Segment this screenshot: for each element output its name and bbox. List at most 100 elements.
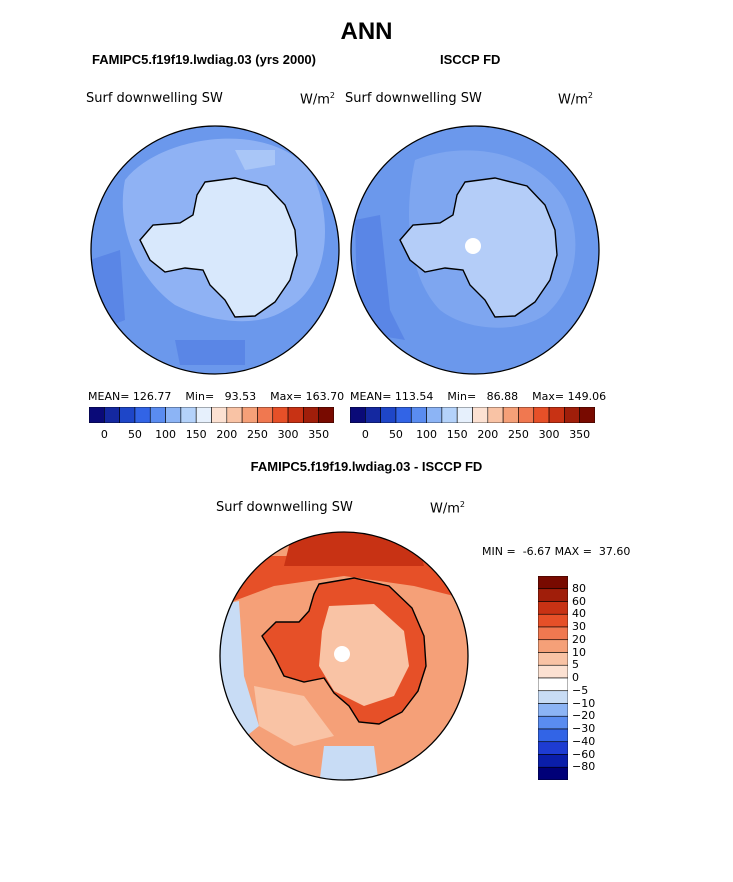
left-colorbar	[89, 407, 334, 423]
diff-map-border	[219, 531, 469, 781]
diff-colorbar-tick-label: −80	[572, 760, 596, 774]
left-map-low-patch-1	[91, 250, 125, 330]
left-colorbar-cell	[89, 407, 105, 423]
left-map-light-patch	[235, 150, 275, 170]
left-colorbar-cell	[211, 407, 228, 423]
right-colorbar-cell	[456, 407, 473, 423]
right-colorbar-cell	[472, 407, 489, 423]
diff-colorbar-tick-label: −30	[572, 722, 596, 735]
diff-map-pole-hole	[334, 646, 350, 662]
diff-colorbar-tick-label: −10	[572, 696, 596, 710]
right-colorbar-cell	[410, 407, 427, 423]
diff-colorbar-tick-label: 5	[572, 658, 579, 672]
diff-colorbar-tick-label: 40	[572, 607, 586, 621]
diff-colorbar-tick-label: −60	[572, 747, 596, 761]
diff-min-max: MIN = -6.67 MAX = 37.60	[482, 545, 631, 558]
left-colorbar-cell	[303, 407, 319, 423]
diff-colorbar-tick-label: 20	[572, 632, 586, 646]
left-colorbar-cell	[180, 407, 197, 423]
right-colorbar-cell	[365, 407, 381, 423]
right-case-label: ISCCP FD	[440, 52, 501, 67]
right-units-label: W/m2	[558, 91, 593, 108]
right-map-border	[350, 125, 600, 375]
left-map-low-patch-2	[175, 340, 245, 365]
left-colorbar-tick-label: 250	[246, 428, 268, 441]
right-colorbar-tick-label: 350	[569, 428, 591, 441]
diff-map-cool-bottom	[319, 746, 379, 780]
diff-colorbar-cell	[538, 766, 568, 780]
left-colorbar-cell	[241, 407, 258, 423]
diff-colorbar-ticks: 80 60 40 30 20 10 5 0 −5 −10 −20 −30 −40 −60 −80	[572, 576, 612, 780]
diff-colorbar-cell	[538, 677, 568, 692]
left-stats: MEAN= 126.77 Min= 93.53 Max= 163.70	[88, 390, 345, 403]
diff-colorbar-tick-label: 0	[572, 671, 579, 684]
left-colorbar-tick-label: 100	[155, 428, 177, 441]
right-colorbar-tick-label: 100	[416, 428, 438, 441]
left-colorbar-cell	[318, 407, 334, 423]
left-colorbar-tick-label: 0	[100, 428, 108, 441]
left-units-label: W/m2	[300, 91, 335, 108]
right-colorbar-cell	[380, 407, 397, 423]
diff-colorbar-cell	[538, 613, 568, 628]
left-colorbar-tick-label: 200	[216, 428, 238, 441]
right-colorbar-cell	[533, 407, 550, 423]
right-variable-label: Surf downwelling SW	[345, 91, 482, 106]
right-map-pole-hole	[465, 238, 481, 254]
diff-colorbar-cell	[538, 652, 568, 666]
diff-colorbar-tick-label: −40	[572, 734, 596, 748]
diff-colorbar-tick-label: 80	[572, 581, 586, 595]
diff-colorbar-cell	[538, 754, 568, 768]
right-colorbar-tick-label: 250	[507, 428, 529, 441]
left-polar-map	[90, 125, 340, 375]
right-colorbar-tick-label: 50	[388, 428, 403, 441]
left-variable-label: Surf downwelling SW	[86, 91, 223, 106]
diff-colorbar-tick-label: 60	[572, 594, 586, 608]
right-colorbar	[350, 407, 595, 423]
left-map-border	[90, 125, 340, 375]
right-colorbar-cell	[350, 407, 366, 423]
diff-colorbar-tick-label: 30	[572, 620, 586, 633]
diff-colorbar-cell	[538, 728, 568, 743]
diff-colorbar-cell	[538, 664, 568, 679]
diff-polar-map	[219, 531, 469, 781]
diff-map-light-lower	[254, 686, 334, 746]
left-colorbar-tick-label: 300	[277, 428, 299, 441]
left-colorbar-cell	[226, 407, 243, 423]
diff-colorbar-tick-label: 10	[572, 645, 586, 659]
right-polar-map	[350, 125, 600, 375]
diff-colorbar-cell	[538, 639, 568, 653]
right-colorbar-cell	[426, 407, 443, 423]
left-colorbar-cell	[165, 407, 182, 423]
left-colorbar-cell	[104, 407, 120, 423]
right-colorbar-cell	[564, 407, 580, 423]
diff-colorbar-cell	[538, 588, 568, 602]
right-colorbar-cell	[441, 407, 458, 423]
left-colorbar-cell	[149, 407, 166, 423]
diff-colorbar	[538, 576, 568, 780]
left-colorbar-cell	[119, 407, 136, 423]
right-colorbar-tick-label: 200	[477, 428, 499, 441]
right-colorbar-cell	[518, 407, 535, 423]
left-colorbar-tick-label: 350	[308, 428, 330, 441]
diff-colorbar-tick-label: −5	[572, 683, 589, 697]
diff-colorbar-tick-label: −20	[572, 709, 596, 723]
right-colorbar-cell	[548, 407, 565, 423]
left-colorbar-ticks: 0 50 100 150 200 250 300 350	[89, 428, 334, 442]
left-map-antarctica	[139, 177, 298, 318]
right-colorbar-ticks: 0 50 100 150 200 250 300 350	[350, 428, 595, 442]
diff-map-inner-zone	[319, 604, 409, 706]
diff-colorbar-cell	[538, 703, 568, 717]
diff-colorbar-cell	[538, 741, 568, 755]
diff-colorbar-cell	[538, 690, 568, 704]
left-colorbar-tick-label: 150	[185, 428, 207, 441]
right-stats: MEAN= 113.54 Min= 86.88 Max= 149.06	[350, 390, 607, 403]
right-colorbar-tick-label: 300	[538, 428, 560, 441]
left-colorbar-cell	[134, 407, 151, 423]
diff-units-label: W/m2	[430, 500, 465, 517]
left-colorbar-tick-label: 50	[127, 428, 142, 441]
right-colorbar-cell	[395, 407, 412, 423]
diff-map-top-band	[234, 556, 454, 601]
right-colorbar-tick-label: 0	[361, 428, 369, 441]
diff-colorbar-cell	[538, 715, 568, 730]
right-colorbar-cell	[487, 407, 504, 423]
